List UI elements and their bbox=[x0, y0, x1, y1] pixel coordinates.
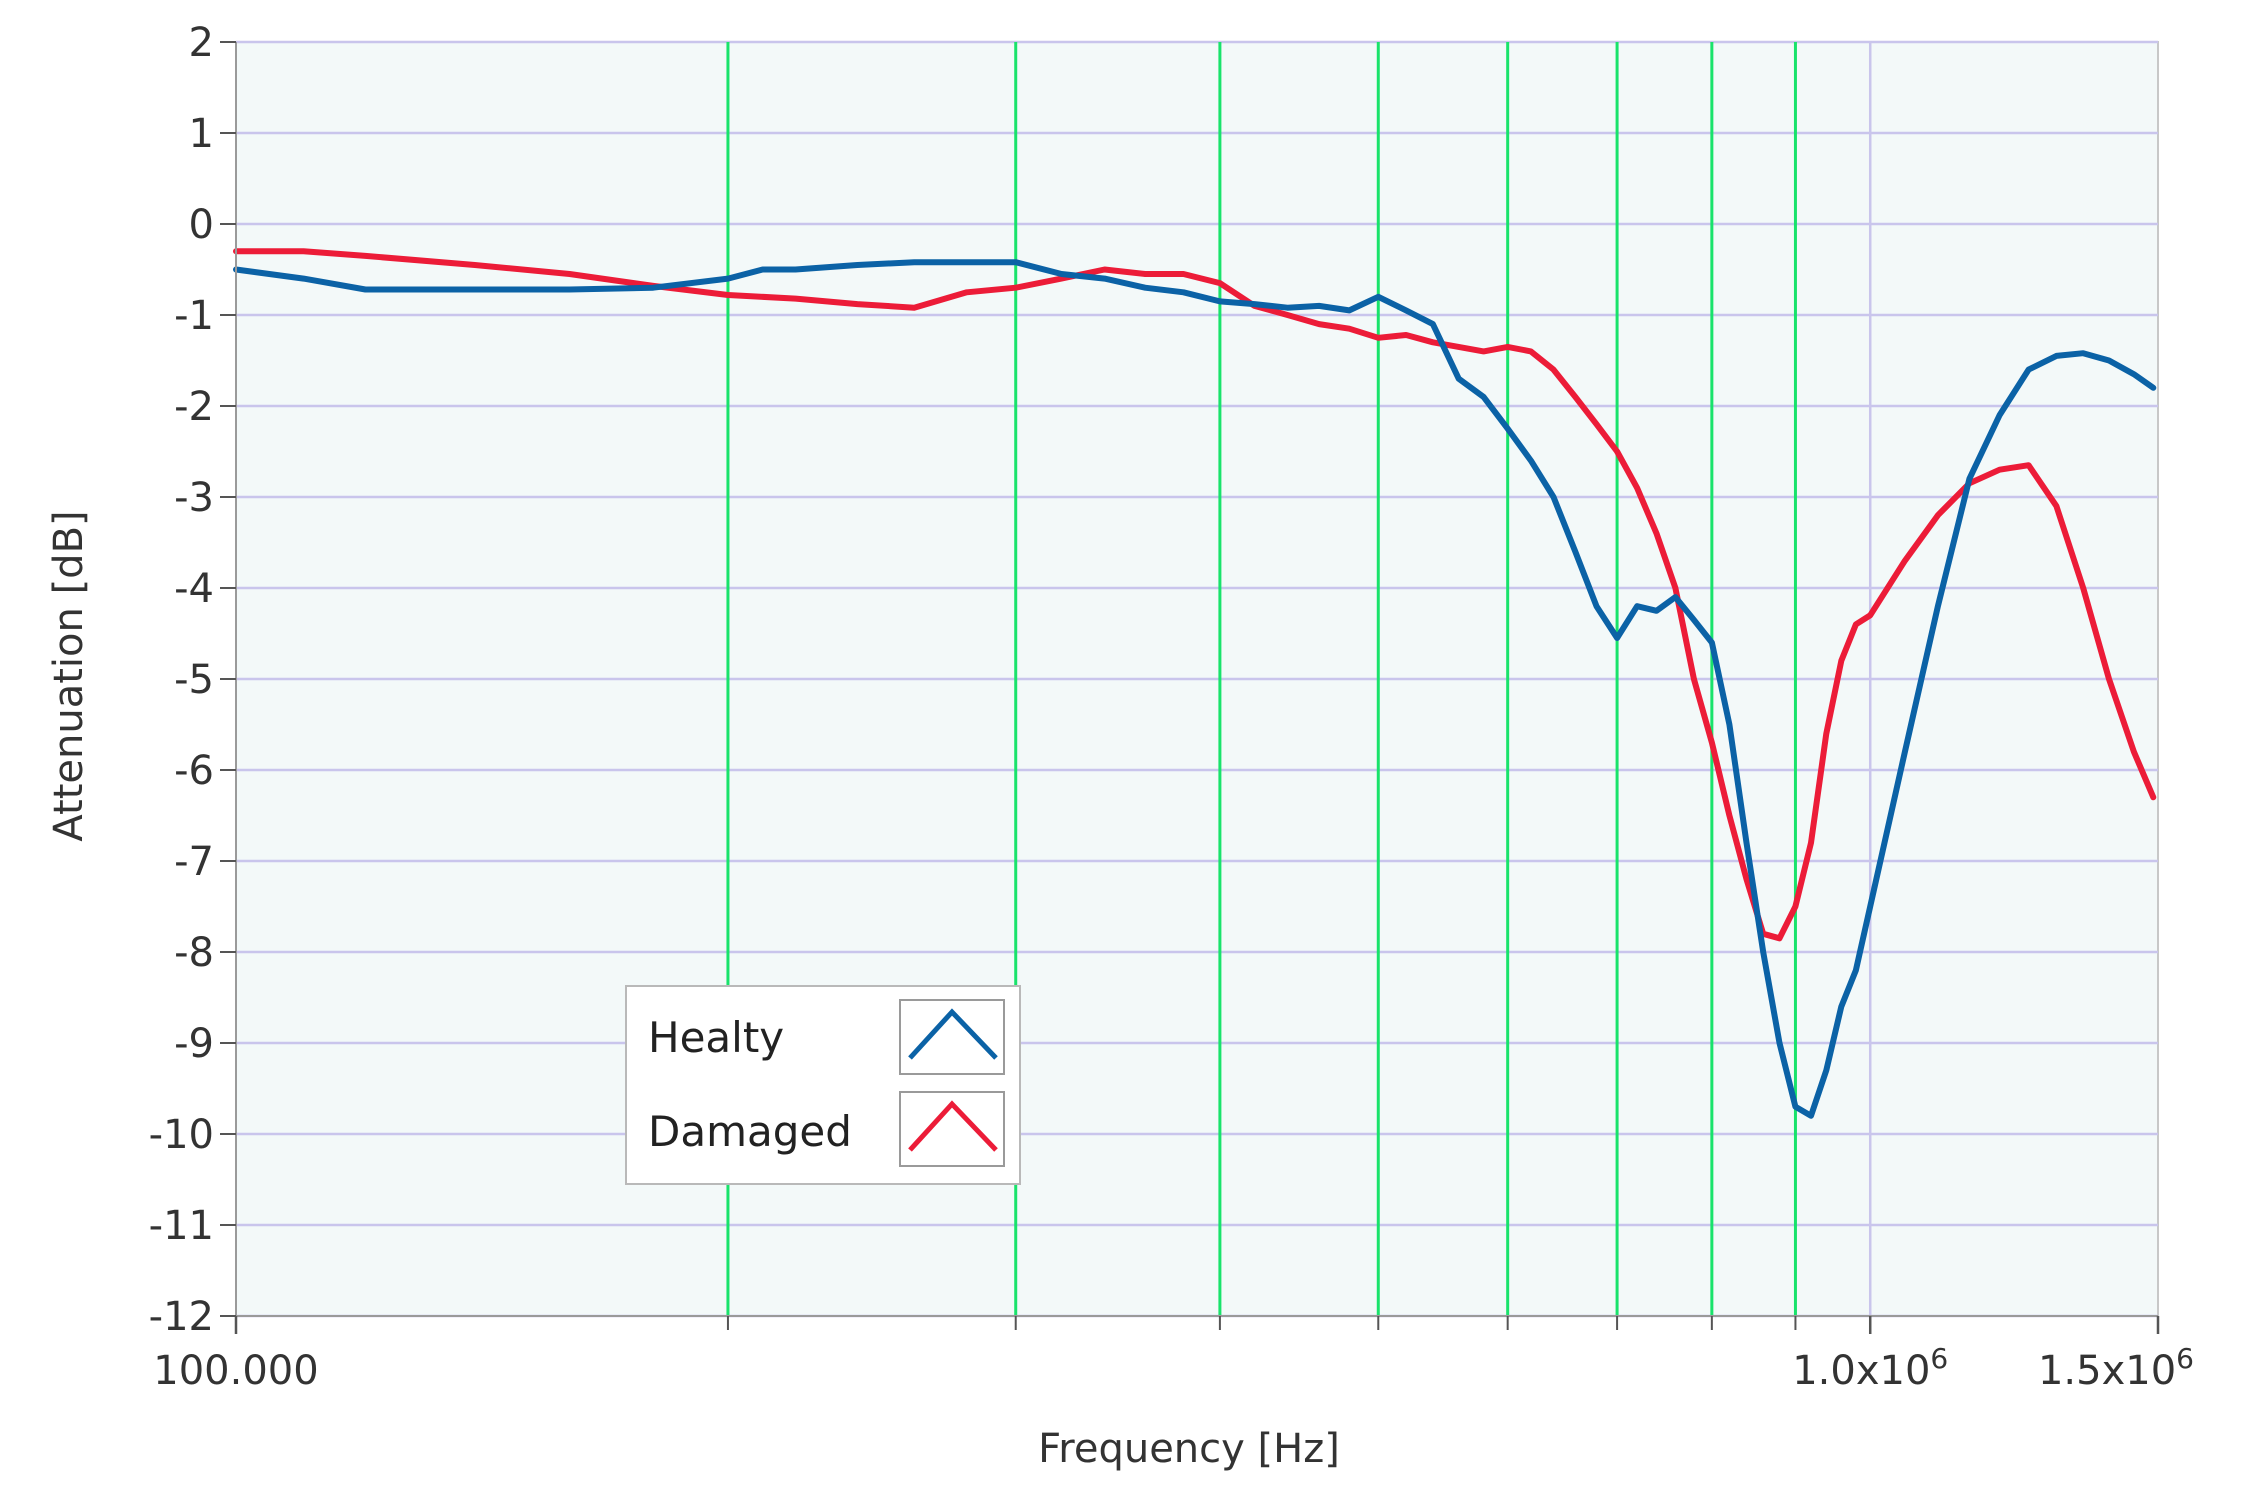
y-axis-title: Attenuation [dB] bbox=[46, 510, 92, 841]
x-tick-label: 1.0x106 bbox=[1792, 1342, 1948, 1394]
series-line-healthy bbox=[233, 259, 2157, 1119]
y-tick-label: 0 bbox=[189, 202, 214, 248]
y-tick-label: -9 bbox=[174, 1021, 214, 1067]
legend: Healty Damaged bbox=[625, 985, 1021, 1185]
y-tick-label: -8 bbox=[174, 930, 214, 976]
y-tick-label: -10 bbox=[149, 1112, 214, 1158]
y-tick-label: -11 bbox=[149, 1203, 214, 1249]
y-tick-label: 2 bbox=[189, 20, 214, 66]
x-tick-label: 1.5x106 bbox=[2038, 1342, 2194, 1394]
legend-label-healthy: Healty bbox=[648, 1013, 784, 1062]
legend-swatch-healthy bbox=[908, 1008, 998, 1060]
y-tick-label: -2 bbox=[174, 384, 214, 430]
y-axis-ticks: 2 1 0 -1 -2 -3 -4 -5 -6 -7 -8 -9 -10 -11 -12 bbox=[149, 20, 236, 1340]
y-tick-label: -6 bbox=[174, 748, 214, 794]
legend-label-damaged: Damaged bbox=[648, 1107, 852, 1156]
x-axis-title: Frequency [Hz] bbox=[1038, 1426, 1340, 1472]
y-tick-label: 1 bbox=[189, 111, 214, 157]
x-axis-ticks: 100.000 1.0x106 1.5x106 bbox=[153, 1316, 2194, 1394]
horizontal-gridlines bbox=[236, 40, 2158, 1318]
y-tick-label: -5 bbox=[174, 657, 214, 703]
x-tick-label: 100.000 bbox=[153, 1348, 318, 1394]
series-line-damaged bbox=[233, 248, 2157, 942]
y-tick-label: -4 bbox=[174, 566, 214, 612]
y-tick-label: -1 bbox=[174, 293, 214, 339]
y-tick-label: -12 bbox=[149, 1294, 214, 1340]
y-tick-label: -3 bbox=[174, 475, 214, 521]
y-tick-label: -7 bbox=[174, 839, 214, 885]
legend-swatch-damaged bbox=[908, 1100, 998, 1152]
series-lines bbox=[233, 248, 2157, 1119]
